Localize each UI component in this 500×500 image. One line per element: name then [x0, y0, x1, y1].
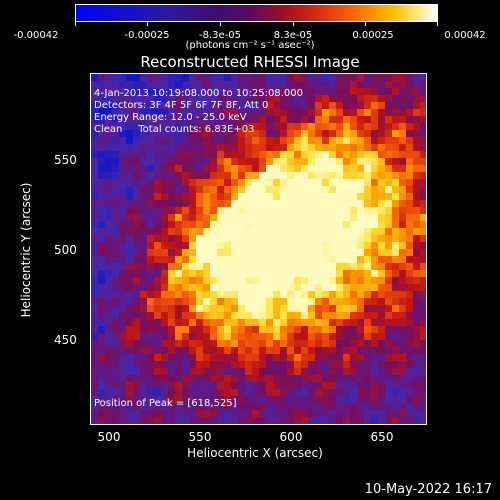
annotation-energy-range: Energy Range: 12.0 - 25.0 keV [94, 112, 247, 123]
colorbar-tick-label: -0.00042 [13, 30, 59, 41]
x-tick-label: 600 [279, 430, 303, 444]
colorbar-unit-label: (photons cm⁻² s⁻¹ asec⁻²) [185, 40, 315, 51]
colorbar-tick-mark [437, 22, 438, 26]
colorbar-tick-mark [220, 22, 221, 26]
y-tick-label: 500 [54, 243, 77, 257]
colorbar-tick-label: 8.3e-05 [273, 30, 313, 41]
x-tick-label: 500 [97, 430, 121, 444]
timestamp-footer: 10-May-2022 16:17 [364, 482, 492, 497]
y-tick-label: 550 [54, 153, 77, 167]
colorbar-tick-mark [75, 22, 76, 26]
colorbar-tick-mark [147, 22, 148, 26]
annotation-time-range: 4-Jan-2013 10:19:08.000 to 10:25:08.000 [94, 88, 303, 99]
annotation-peak-position: Position of Peak = [618,525] [94, 398, 237, 409]
y-tick-label: 450 [54, 333, 77, 347]
annotation-detectors: Detectors: 3F 4F 5F 6F 7F 8F, Att 0 [94, 100, 269, 111]
heatmap-image [91, 74, 426, 424]
x-axis-label: Heliocentric X (arcsec) [187, 446, 323, 460]
colorbar-tick-mark [365, 22, 366, 26]
x-tick-label: 550 [188, 430, 212, 444]
heatmap-plot-area [90, 73, 427, 425]
annotation-total-counts: Clean Total counts: 6.83E+03 [94, 124, 255, 135]
colorbar-tick-mark [293, 22, 294, 26]
x-tick-label: 650 [370, 430, 394, 444]
colorbar [75, 4, 438, 22]
colorbar-tick-label: 0.00042 [444, 30, 486, 41]
colorbar-tick-label: -0.00025 [124, 30, 170, 41]
colorbar-tick-label: 0.00025 [352, 30, 394, 41]
y-axis-label: Heliocentric Y (arcsec) [19, 182, 33, 318]
chart-title: Reconstructed RHESSI Image [140, 53, 360, 71]
colorbar-tick-label: -8.3e-05 [199, 30, 241, 41]
